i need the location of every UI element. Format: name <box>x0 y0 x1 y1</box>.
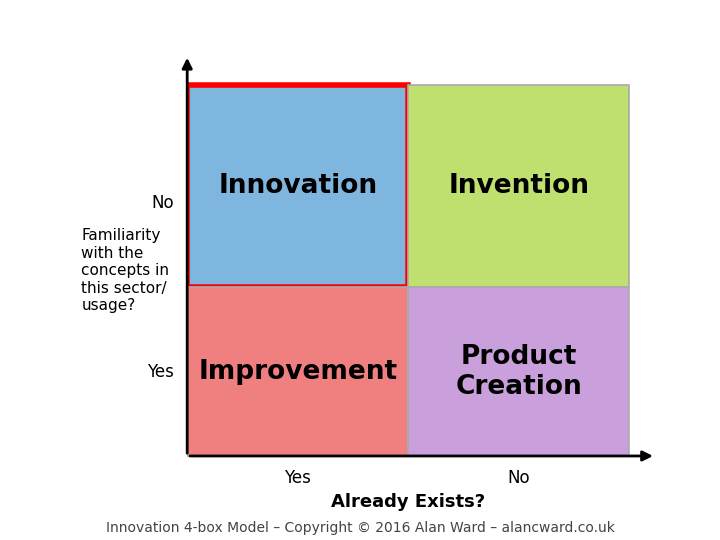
Text: Product
Creation: Product Creation <box>455 344 582 400</box>
Bar <box>408 85 629 287</box>
Text: Yes: Yes <box>284 469 311 488</box>
Bar <box>187 85 408 287</box>
Text: No: No <box>151 194 174 212</box>
Text: Yes: Yes <box>147 363 174 381</box>
Text: No: No <box>508 469 530 488</box>
Bar <box>187 287 408 456</box>
Text: Improvement: Improvement <box>198 359 397 384</box>
Bar <box>408 287 629 456</box>
Text: Innovation 4-box Model – Copyright © 2016 Alan Ward – alancward.co.uk: Innovation 4-box Model – Copyright © 201… <box>106 521 614 535</box>
Text: Invention: Invention <box>449 173 589 199</box>
Text: Innovation: Innovation <box>218 173 377 199</box>
Text: Already Exists?: Already Exists? <box>331 493 485 511</box>
Text: Familiarity
with the
concepts in
this sector/
usage?: Familiarity with the concepts in this se… <box>81 228 169 313</box>
